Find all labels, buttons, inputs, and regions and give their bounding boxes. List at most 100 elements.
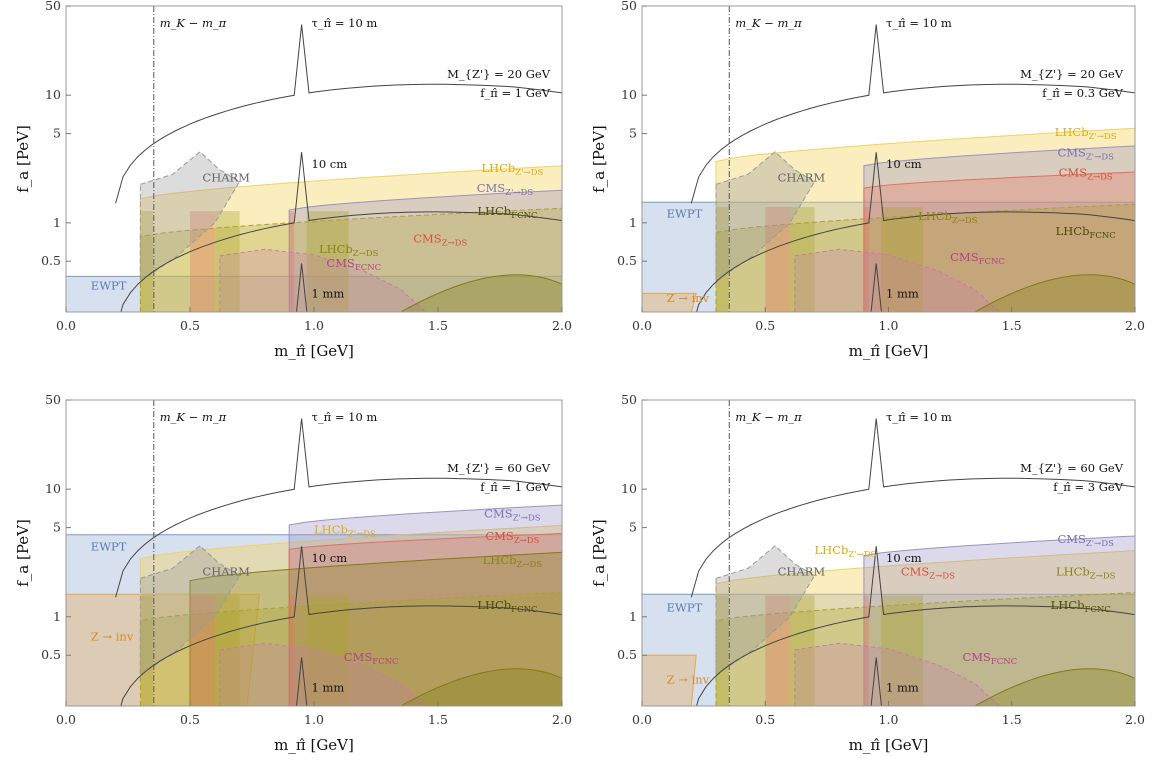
x-tick-label: 1.0 (879, 712, 899, 727)
y-tick-label: 1 (53, 609, 61, 624)
region-cmszds (863, 535, 1135, 706)
y-tick-label: 50 (621, 392, 637, 407)
region-label: CHARM (778, 565, 826, 579)
region-label: CHARM (778, 171, 826, 185)
region-lhcbzds (715, 127, 1135, 312)
veto-band (765, 207, 790, 312)
tau-10cm-label: 10 cm (886, 157, 922, 171)
chart-panel-1: 0.0 0.5 1.0 1.5 2.0 0.5 1 5 10 50 m_π̂ [GeV] f_a [P… (14, 0, 572, 360)
tau-1mm-label: 1 mm (886, 680, 919, 694)
tau-10m-label: τ_π̂ = 10 m (312, 410, 378, 424)
chart-panel-2: 0.0 0.5 1.0 1.5 2.0 0.5 1 5 10 50 m_π̂ [GeV] f_a [P… (590, 0, 1145, 360)
x-axis-label: m_π̂ [GeV] (849, 342, 929, 360)
y-tick-label: 1 (629, 215, 637, 230)
region-label: CMSFCNC (326, 256, 381, 273)
region-label: CMSZ→DS (485, 529, 539, 546)
veto-band (715, 595, 729, 706)
veto-band (765, 595, 790, 706)
param-label: f_π̂ = 3 GeV (1053, 480, 1123, 494)
y-tick-label: 0.5 (41, 647, 61, 662)
region-label: CMSFCNC (950, 250, 1005, 267)
veto-band (289, 595, 295, 706)
region-label: LHCbZ→DS (483, 553, 543, 570)
x-tick-label: 2.0 (552, 318, 572, 333)
veto-band (715, 207, 729, 312)
x-tick-label: 2.0 (1125, 318, 1145, 333)
veto-band (140, 211, 153, 312)
region-lhcbfcnc (139, 591, 562, 706)
tau-1mm-label: 1 mm (312, 286, 345, 300)
chart-panel-4: 0.0 0.5 1.0 1.5 2.0 0.5 1 5 10 50 m_π̂ [GeV] f_a [P… (590, 392, 1145, 754)
tau-10m-contour (115, 418, 562, 598)
region-label: CMSZ'→DS (484, 507, 541, 524)
x-tick-label: 0.0 (632, 318, 652, 333)
y-tick-label: 50 (45, 392, 61, 407)
region-charm (715, 545, 816, 676)
region-label: LHCbZ→DS (918, 209, 978, 226)
y-tick-label: 1 (53, 215, 61, 230)
region-zinv (66, 593, 260, 706)
region-ewpt (642, 593, 1135, 706)
x-tick-label: 1.5 (428, 318, 448, 333)
region-cmsfcnc (219, 248, 427, 312)
region-charm (139, 151, 241, 282)
region-label: CHARM (202, 565, 250, 579)
mass-threshold-label: m_K − m_π (735, 410, 802, 424)
region-label: Z → inv (667, 291, 710, 305)
region-cmsfcnc (219, 642, 427, 706)
param-label: M_{Z'} = 60 GeV (1020, 461, 1124, 475)
x-tick-label: 0.0 (632, 712, 652, 727)
y-tick-label: 10 (621, 87, 637, 102)
mass-threshold-label: m_K − m_π (735, 16, 802, 30)
tau-1mm-label: 1 mm (312, 680, 345, 694)
x-tick-label: 1.5 (1002, 318, 1022, 333)
y-axis-label: f_a [PeV] (590, 519, 608, 587)
region-lhcbzds (189, 551, 562, 706)
x-tick-label: 1.0 (304, 712, 324, 727)
region-cmszds (288, 189, 562, 312)
region-label: EWPT (667, 207, 703, 221)
region-zinv (642, 292, 697, 312)
x-tick-label: 1.5 (428, 712, 448, 727)
param-label: f_π̂ = 1 GeV (480, 86, 550, 100)
tau-10m-label: τ_π̂ = 10 m (312, 16, 378, 30)
x-tick-label: 1.5 (1002, 712, 1022, 727)
veto-band (214, 211, 240, 312)
y-tick-label: 5 (629, 520, 637, 535)
chart-panel-3: 0.0 0.5 1.0 1.5 2.0 0.5 1 5 10 50 m_π̂ [GeV] f_a [P… (14, 392, 572, 754)
tau-10cm-contour (696, 546, 1135, 706)
y-tick-label: 50 (621, 0, 637, 13)
region-label: LHCbFCNC (477, 598, 537, 615)
region-label: EWPT (667, 601, 703, 615)
region-label: Z → inv (91, 630, 134, 644)
y-tick-label: 10 (45, 87, 61, 102)
region-cmszds (863, 145, 1135, 312)
param-label: M_{Z'} = 60 GeV (447, 461, 551, 475)
y-axis-label: f_a [PeV] (590, 125, 608, 193)
y-tick-label: 10 (45, 481, 61, 496)
y-tick-label: 1 (629, 609, 637, 624)
region-ewpt (66, 275, 562, 312)
region-label: LHCbZ'→DS (1055, 125, 1117, 142)
veto-band (190, 211, 215, 312)
region-label: CMSZ'→DS (1057, 532, 1114, 549)
mass-threshold-label: m_K − m_π (160, 16, 227, 30)
region-lhcbzds (715, 550, 1135, 706)
x-tick-label: 0.5 (755, 318, 775, 333)
region-label: LHCbZ'→DS (481, 161, 543, 178)
tau-10m-contour (115, 24, 562, 204)
veto-band (214, 595, 240, 706)
x-tick-label: 0.5 (755, 712, 775, 727)
y-tick-label: 5 (629, 126, 637, 141)
region-lhcbzds (139, 165, 562, 312)
region-label: CHARM (202, 171, 250, 185)
param-label: f_π̂ = 0.3 GeV (1042, 86, 1123, 100)
y-tick-label: 0.5 (41, 253, 61, 268)
param-label: f_π̂ = 1 GeV (480, 480, 550, 494)
region-label: EWPT (91, 279, 127, 293)
region-label: LHCbFCNC (477, 204, 537, 221)
y-tick-label: 5 (53, 126, 61, 141)
veto-band (863, 595, 869, 706)
